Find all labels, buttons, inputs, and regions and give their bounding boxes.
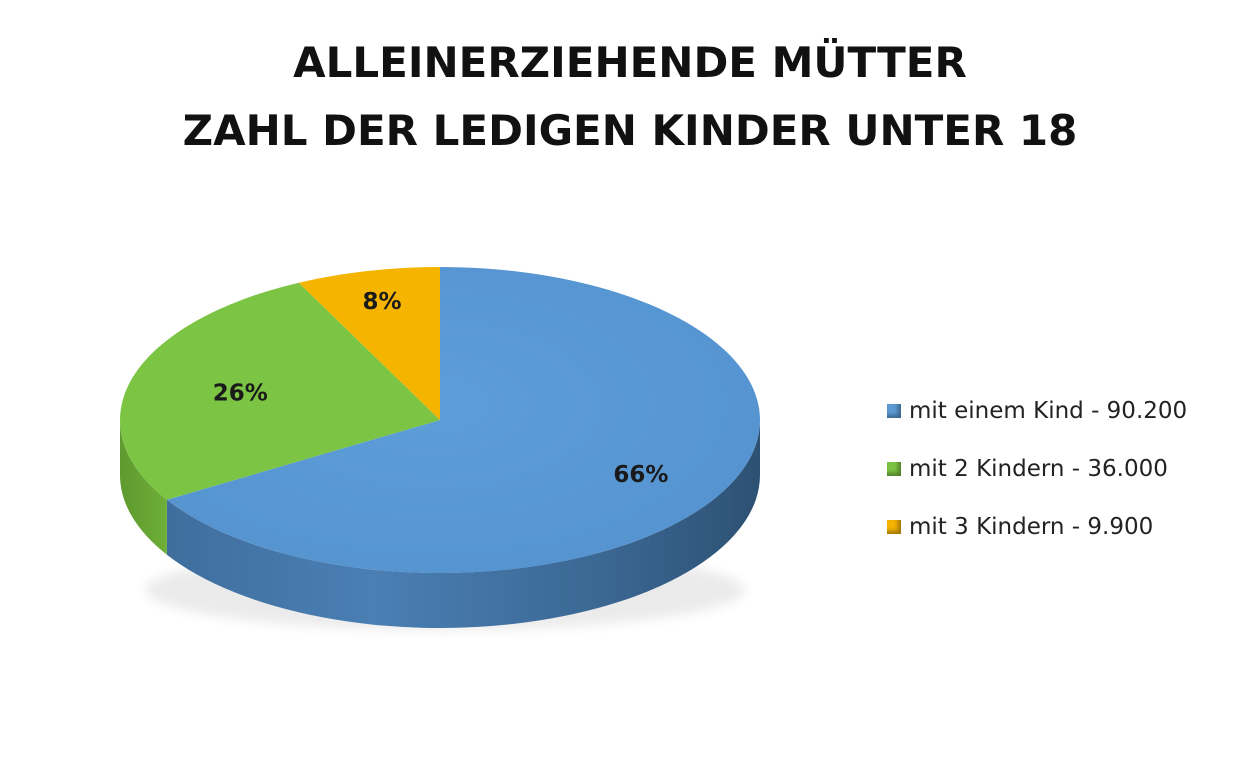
data-label-1: 26%: [213, 380, 268, 406]
legend-label: mit 3 Kindern - 9.900: [909, 514, 1154, 540]
pie-labels: 66% 26% 8%: [213, 289, 669, 488]
legend: mit einem Kind - 90.200 mit 2 Kindern - …: [887, 382, 1187, 556]
legend-label: mit 2 Kindern - 36.000: [909, 456, 1168, 482]
data-label-2: 8%: [362, 289, 401, 315]
pie-slice-0: [166, 267, 760, 573]
pie-side-0: [166, 420, 760, 629]
legend-label: mit einem Kind - 90.200: [909, 398, 1188, 424]
data-label-0: 66%: [613, 462, 668, 488]
pie-side-1: [119, 420, 167, 555]
pie-slice-1: [119, 282, 441, 500]
chart-title-line2: ZAHL DER LEDIGEN KINDER UNTER 18: [182, 106, 1078, 155]
pie-top: [119, 266, 760, 573]
legend-item: mit 2 Kindern - 36.000: [887, 440, 1187, 498]
legend-swatch-green: [887, 462, 901, 476]
pie-slice-2: [298, 266, 440, 420]
legend-item: mit einem Kind - 90.200: [887, 382, 1187, 440]
legend-swatch-orange: [887, 520, 901, 534]
pie-sides: [119, 420, 760, 629]
legend-item: mit 3 Kindern - 9.900: [887, 498, 1187, 556]
legend-swatch-blue: [887, 404, 901, 418]
chart-title-line1: ALLEINERZIEHENDE MÜTTER: [293, 38, 967, 87]
